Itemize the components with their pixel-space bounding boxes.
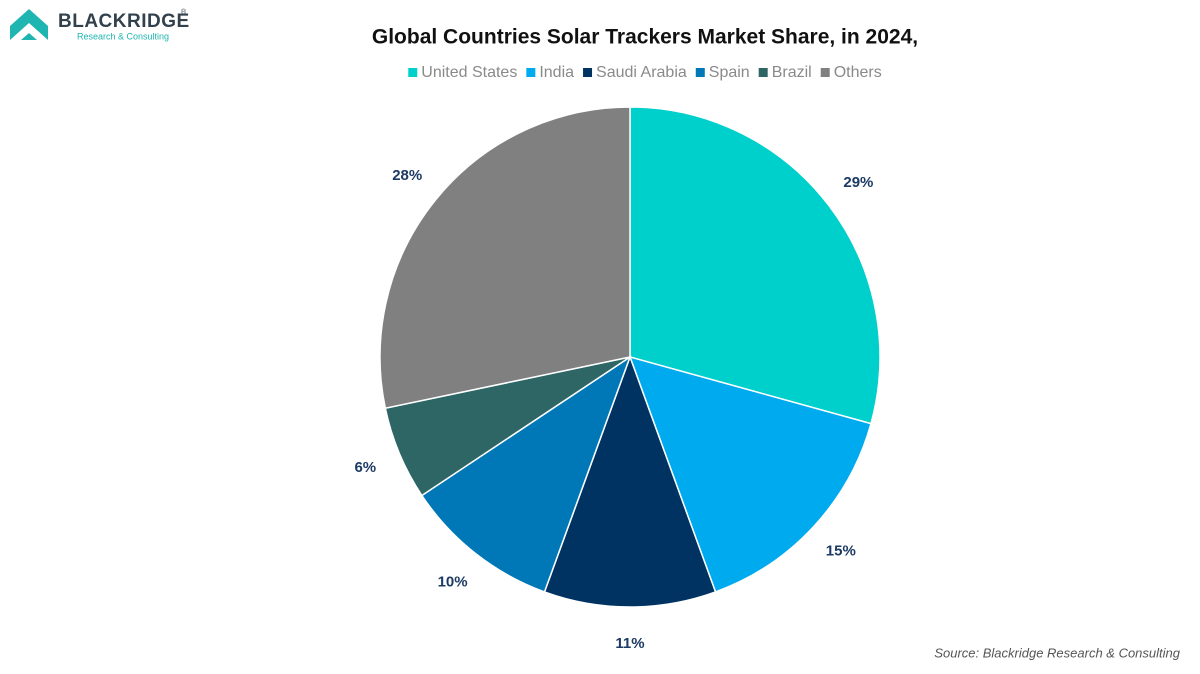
brand-mark: ® <box>181 8 187 16</box>
data-label: 10% <box>438 574 468 591</box>
legend-swatch <box>820 68 830 77</box>
data-label: 15% <box>826 543 856 560</box>
data-label: 6% <box>354 459 376 476</box>
pie: 29% 15% 11% 10% 6% 28% <box>354 106 881 652</box>
chart-title: Global Countries Solar Trackers Market S… <box>372 26 918 49</box>
source: Source: Blackridge Research & Consulting <box>934 645 1180 660</box>
logo: BLACKRIDGE ® Research & Consulting <box>10 8 190 41</box>
legend-swatch <box>526 68 536 77</box>
pie-slice <box>629 106 881 425</box>
legend-swatch <box>758 68 768 77</box>
pie-slice <box>628 355 872 593</box>
legend-label: Spain <box>709 64 750 81</box>
legend-label: India <box>539 64 574 81</box>
legend-swatch <box>695 68 705 77</box>
brand-tagline: Research & Consulting <box>77 31 169 41</box>
brand-name: BLACKRIDGE <box>58 11 190 32</box>
legend-label: Others <box>834 64 882 81</box>
legend-swatch <box>583 68 593 77</box>
pie-slice <box>379 106 631 410</box>
legend: United States India Saudi Arabia Spain Brazi… <box>408 64 882 81</box>
legend-swatch <box>408 68 418 77</box>
logo-icon <box>21 33 37 40</box>
data-label: 28% <box>392 167 422 184</box>
pie-slice <box>543 354 717 608</box>
legend-label: United States <box>421 64 517 81</box>
data-label: 29% <box>843 174 873 191</box>
logo-icon <box>10 9 48 40</box>
legend-label: Brazil <box>772 64 812 81</box>
data-label: 11% <box>615 635 644 652</box>
legend-label: Saudi Arabia <box>596 64 687 81</box>
pie-slice <box>420 355 632 593</box>
